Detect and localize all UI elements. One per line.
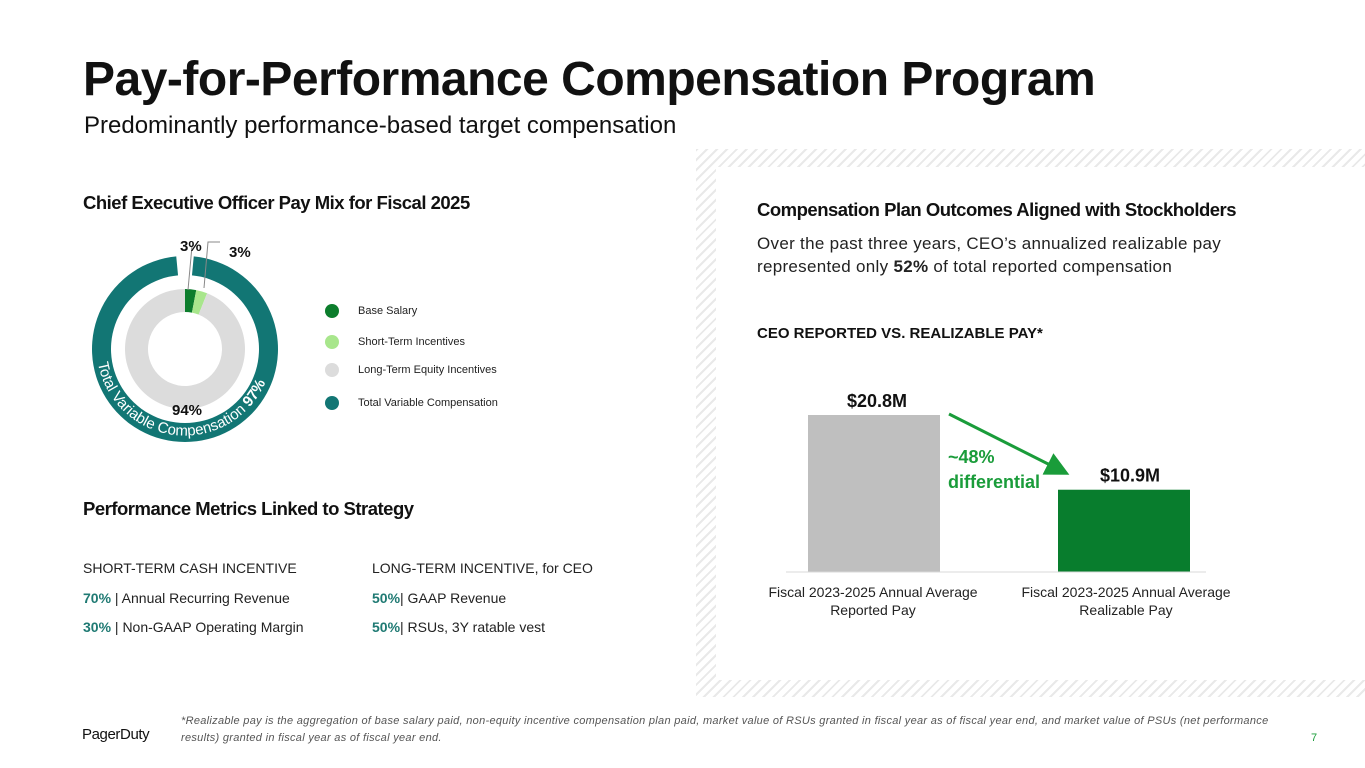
long-term-row: 50%| GAAP Revenue bbox=[372, 590, 506, 606]
inner-slice-short-term bbox=[191, 290, 208, 315]
pay-mix-heading: Chief Executive Officer Pay Mix for Fisc… bbox=[83, 192, 470, 213]
short-term-pct-label: 3% bbox=[229, 244, 251, 261]
inner-slice-base-salary bbox=[185, 289, 197, 313]
outcomes-heading: Compensation Plan Outcomes Aligned with … bbox=[757, 199, 1237, 220]
category-label: Fiscal 2023-2025 Annual Average bbox=[768, 584, 977, 600]
short-term-header: SHORT-TERM CASH INCENTIVE bbox=[83, 560, 297, 576]
metric-text: | GAAP Revenue bbox=[400, 590, 507, 606]
legend-label: Total Variable Compensation bbox=[358, 397, 498, 409]
category-label: Reported Pay bbox=[830, 602, 916, 618]
differential-label: differential bbox=[948, 472, 1040, 492]
base-label-leader bbox=[187, 245, 193, 291]
reported-vs-realizable-bar-chart: $20.8M Fiscal 2023-2025 Annual Average Rep… bbox=[768, 391, 1230, 618]
page-title: Pay-for-Performance Compensation Program bbox=[83, 53, 1096, 106]
legend-item-short-term: Short-Term Incentives bbox=[325, 335, 465, 349]
legend-dot bbox=[325, 335, 339, 349]
legend-label: Short-Term Incentives bbox=[358, 336, 465, 348]
differential-arrow bbox=[948, 412, 1070, 475]
legend-item-base-salary: Base Salary bbox=[325, 304, 417, 318]
metric-pct: 50% bbox=[372, 619, 401, 635]
metrics-heading: Performance Metrics Linked to Strategy bbox=[83, 498, 414, 519]
pagerduty-logo: PagerDuty bbox=[82, 726, 150, 743]
outcomes-desc-line-2: represented only 52% of total reported c… bbox=[757, 255, 1221, 278]
bar-reported-pay bbox=[808, 415, 940, 572]
long-term-row: 50%| RSUs, 3Y ratable vest bbox=[372, 619, 545, 635]
legend-dot bbox=[325, 304, 339, 318]
legend-item-total-variable: Total Variable Compensation bbox=[325, 396, 498, 410]
short-term-row: 30% | Non-GAAP Operating Margin bbox=[83, 619, 304, 635]
bar-value-label: $20.8M bbox=[847, 391, 907, 411]
pay-chart-title: CEO REPORTED VS. REALIZABLE PAY* bbox=[757, 325, 1043, 342]
long-term-pct-label: 94% bbox=[172, 402, 202, 419]
legend-item-long-term: Long-Term Equity Incentives bbox=[325, 363, 497, 377]
inner-slice-long-term bbox=[125, 289, 246, 409]
legend-dot bbox=[325, 363, 339, 377]
metric-pct: 50% bbox=[372, 590, 401, 606]
legend-label: Long-Term Equity Incentives bbox=[358, 364, 497, 376]
desc-text: represented only bbox=[757, 257, 894, 276]
footnote: *Realizable pay is the aggregation of ba… bbox=[181, 715, 1269, 744]
page-subtitle: Predominantly performance-based target c… bbox=[84, 112, 677, 139]
differential-pct: ~48% bbox=[948, 447, 995, 467]
outcomes-desc-line-1: Over the past three years, CEO’s annuali… bbox=[757, 234, 1222, 253]
base-salary-pct-label: 3% bbox=[180, 238, 202, 255]
desc-highlight: 52% bbox=[893, 257, 929, 276]
metric-pct: 70% bbox=[83, 590, 112, 606]
metric-pct: 30% bbox=[83, 619, 112, 635]
category-label: Realizable Pay bbox=[1079, 602, 1172, 618]
metric-text: | Annual Recurring Revenue bbox=[111, 590, 290, 606]
bar-realizable-pay bbox=[1058, 489, 1190, 572]
metric-text: | RSUs, 3Y ratable vest bbox=[400, 619, 546, 635]
outcomes-description: Over the past three years, CEO’s annuali… bbox=[757, 232, 1221, 278]
bar-value-label: $10.9M bbox=[1100, 466, 1160, 486]
sti-label-leader bbox=[203, 241, 220, 289]
metric-text: | Non-GAAP Operating Margin bbox=[111, 619, 304, 635]
desc-text: of total reported compensation bbox=[928, 257, 1173, 276]
category-label: Fiscal 2023-2025 Annual Average bbox=[1021, 584, 1230, 600]
legend-dot bbox=[325, 396, 339, 410]
long-term-header: LONG-TERM INCENTIVE, for CEO bbox=[372, 560, 593, 576]
page-number: 7 bbox=[1311, 732, 1318, 744]
legend-label: Base Salary bbox=[358, 305, 418, 317]
short-term-row: 70% | Annual Recurring Revenue bbox=[83, 590, 290, 606]
pay-mix-donut-chart: 3% 3% 94% Total Variable Compensation 97… bbox=[92, 238, 278, 442]
